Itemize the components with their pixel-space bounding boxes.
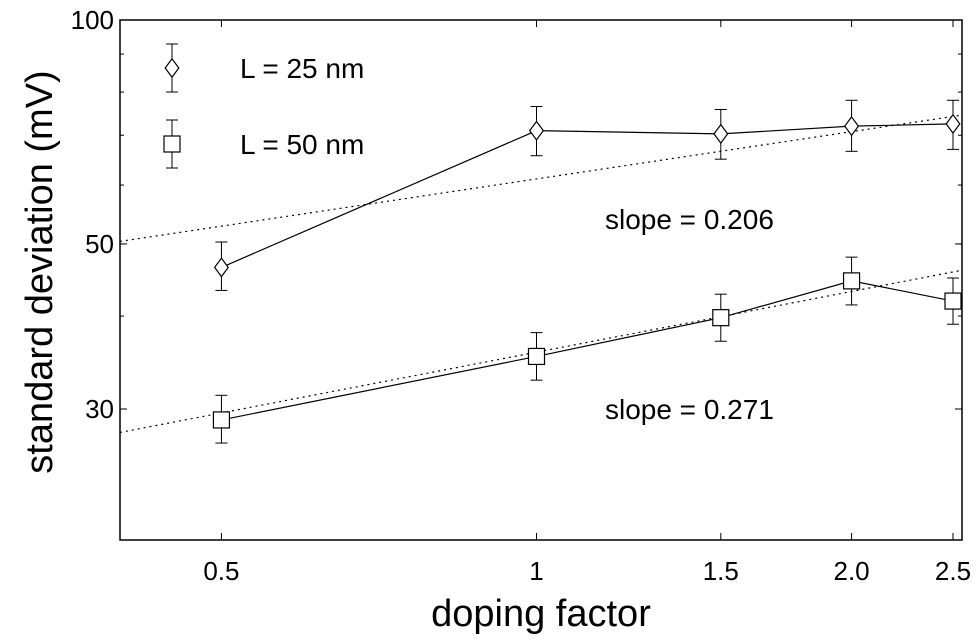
x-tick-label: 1 <box>529 556 543 586</box>
series-2 <box>212 256 962 444</box>
legend-label: L = 25 nm <box>240 53 364 84</box>
series-line <box>221 280 954 421</box>
fit-line-1 <box>119 114 963 242</box>
legend-label: L = 50 nm <box>240 129 364 160</box>
slope-annotation: slope = 0.206 <box>605 204 774 235</box>
annotations: slope = 0.206 slope = 0.271 <box>605 204 774 425</box>
fit-line-2 <box>119 269 963 434</box>
diamond-point <box>844 115 860 137</box>
legend-diamond-marker <box>164 57 180 79</box>
square-point <box>842 272 861 290</box>
series-1 <box>213 99 961 291</box>
legend-square-marker <box>163 135 181 153</box>
x-tick-label: 0.5 <box>203 556 239 586</box>
x-tick-label: 2.0 <box>833 556 869 586</box>
diamond-point <box>528 120 545 141</box>
x-tick-label: 2.5 <box>935 556 971 586</box>
square-point <box>527 347 546 366</box>
y-tick-label: 50 <box>85 229 114 259</box>
square-point <box>212 411 231 429</box>
y-tick-label: 100 <box>71 5 114 35</box>
axis-ticks: 0.5 1 1.5 2.0 2.5 30 50 100 <box>71 5 971 586</box>
data-series <box>212 99 962 444</box>
square-point <box>944 292 962 310</box>
slope-annotation: slope = 0.271 <box>605 394 774 425</box>
y-axis-title: standard deviation (mV) <box>19 70 61 473</box>
square-point <box>712 309 730 327</box>
diamond-point <box>213 257 229 278</box>
y-tick-label: 30 <box>85 394 114 424</box>
diamond-point <box>713 123 729 145</box>
plot-area-frame <box>119 19 963 541</box>
x-tick-label: 1.5 <box>703 556 739 586</box>
diamond-point <box>945 113 961 135</box>
fit-lines <box>119 114 963 434</box>
legend: L = 25 nm L = 50 nm <box>163 43 364 169</box>
x-axis-title: doping factor <box>431 593 651 635</box>
